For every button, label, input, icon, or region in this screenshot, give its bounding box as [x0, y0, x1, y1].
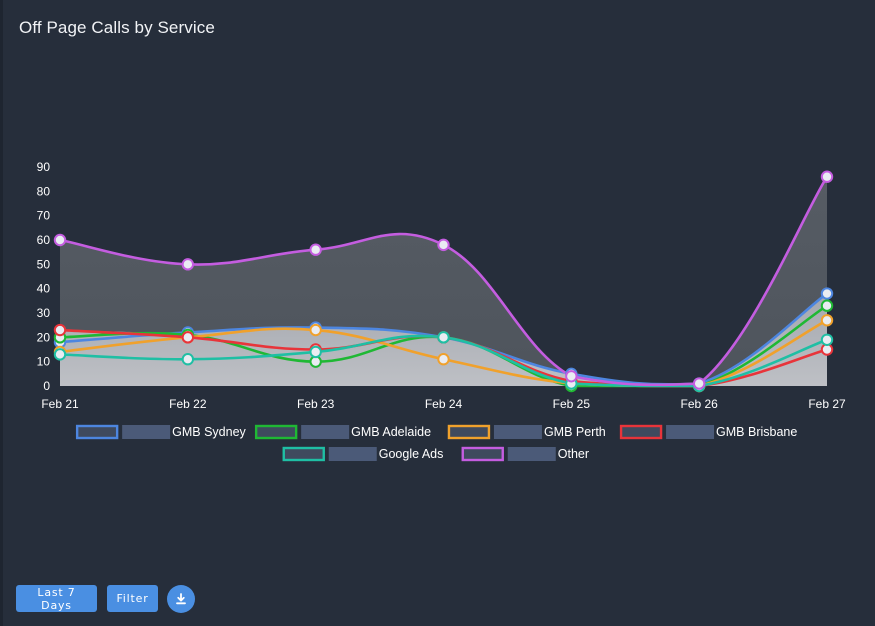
data-point-gmb-perth [309, 323, 322, 337]
data-point-other [437, 238, 450, 252]
x-tick-label: Feb 23 [297, 397, 335, 411]
legend-redaction [493, 425, 542, 439]
legend-label: Google Ads [379, 447, 444, 461]
panel-left-edge [0, 0, 3, 626]
point-layer [53, 170, 834, 393]
data-point-gmb-brisbane [181, 331, 195, 344]
y-tick-label: 50 [37, 257, 51, 271]
data-point-gmb-perth [820, 314, 834, 327]
x-tick-label: Feb 22 [169, 397, 207, 411]
legend-item-gmb-brisbane: GMB Brisbane [619, 424, 797, 440]
legend-label: GMB Brisbane [716, 425, 797, 439]
data-point-gmb-brisbane [53, 323, 67, 337]
legend-label: GMB Adelaide [351, 425, 431, 439]
chart-title: Off Page Calls by Service [19, 18, 215, 37]
data-point-google-ads [437, 331, 450, 344]
x-tick-label: Feb 24 [425, 397, 463, 411]
x-tick-label: Feb 26 [680, 397, 718, 411]
legend-item-google-ads: Google Ads [282, 446, 444, 462]
y-tick-label: 10 [37, 355, 51, 369]
legend-item-gmb-sydney: GMB Sydney [75, 424, 247, 440]
data-point-gmb-sydney [820, 287, 834, 300]
data-point-gmb-adelaide [820, 299, 834, 312]
legend-label: GMB Perth [544, 425, 606, 439]
legend-swatch [254, 424, 298, 440]
legend-swatch [461, 446, 504, 462]
y-tick-label: 60 [37, 233, 51, 247]
x-tick-label: Feb 21 [41, 397, 79, 411]
legend-swatch [619, 424, 663, 440]
data-point-other [309, 243, 322, 256]
legend-item-other: Other [461, 446, 589, 462]
filter-button[interactable]: Filter [107, 585, 158, 612]
legend-redaction [301, 425, 350, 439]
y-tick-label: 0 [43, 379, 50, 393]
data-point-other [692, 377, 706, 390]
y-tick-label: 70 [37, 209, 51, 223]
legend-item-gmb-perth: GMB Perth [447, 424, 606, 440]
data-point-other [820, 170, 834, 183]
legend: GMB Sydney GMB Adelaide GMB Perth GMB Brisb… [75, 424, 797, 462]
download-button[interactable] [167, 585, 195, 613]
data-point-other [181, 258, 195, 271]
download-icon [176, 593, 186, 605]
data-point-other [53, 233, 67, 247]
data-point-google-ads [53, 348, 67, 361]
data-point-google-ads [309, 345, 322, 359]
data-point-gmb-perth [437, 353, 450, 366]
legend-item-gmb-adelaide: GMB Adelaide [254, 424, 431, 440]
legend-label: GMB Sydney [172, 425, 246, 439]
y-tick-label: 20 [37, 330, 51, 344]
x-tick-label: Feb 25 [553, 397, 591, 411]
legend-swatch [447, 424, 491, 440]
y-tick-label: 30 [37, 306, 51, 320]
legend-redaction [122, 425, 171, 439]
x-tick-label: Feb 27 [808, 397, 846, 411]
y-tick-label: 40 [37, 282, 51, 296]
legend-redaction [328, 447, 377, 461]
legend-redaction [507, 447, 556, 461]
y-tick-label: 80 [37, 184, 51, 198]
date-range-button[interactable]: Last 7 Days [16, 585, 97, 612]
data-point-google-ads [820, 333, 834, 346]
data-point-google-ads [181, 353, 195, 366]
axis-layer: 0 10 20 30 40 50 60 70 80 90 Feb 21 Feb 22 Feb 23 Feb… [37, 160, 846, 411]
chart: 0 10 20 30 40 50 60 70 80 90 Feb 21 Feb 22 Feb 23 Feb… [37, 160, 846, 462]
legend-swatch [75, 424, 119, 440]
legend-label: Other [558, 447, 589, 461]
legend-swatch [282, 446, 325, 462]
legend-redaction [666, 425, 715, 439]
data-point-other [565, 370, 578, 383]
y-tick-label: 90 [37, 160, 51, 174]
